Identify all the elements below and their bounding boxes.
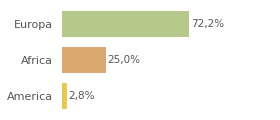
Text: 72,2%: 72,2%: [191, 19, 224, 29]
Text: 2,8%: 2,8%: [69, 91, 95, 101]
Text: 25,0%: 25,0%: [108, 55, 141, 65]
Bar: [62, 83, 67, 109]
Bar: [62, 11, 189, 37]
Bar: [62, 47, 106, 73]
